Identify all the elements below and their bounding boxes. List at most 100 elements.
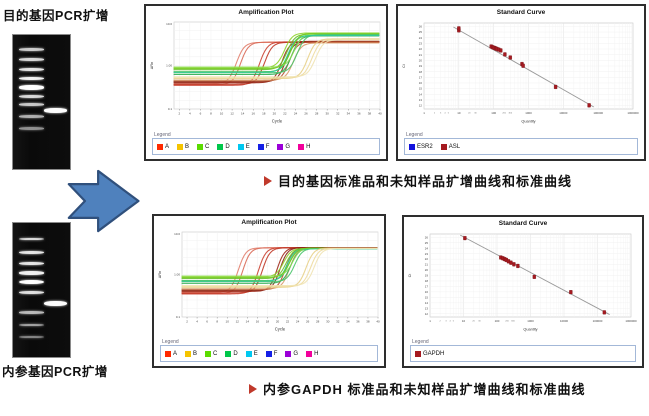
svg-text:10: 10 <box>457 111 461 115</box>
svg-text:28: 28 <box>315 112 319 116</box>
svg-text:1000: 1000 <box>525 111 532 115</box>
svg-text:300: 300 <box>508 113 512 115</box>
legend-area: Legend A B C D E F G H <box>160 339 378 362</box>
legend-title: Legend <box>154 132 171 138</box>
chart-title: Standard Curve <box>498 220 548 227</box>
chart-title: Standard Curve <box>496 9 546 16</box>
svg-text:32: 32 <box>336 112 340 116</box>
svg-text:24: 24 <box>419 36 423 40</box>
gel-band <box>18 48 44 51</box>
svg-text:15: 15 <box>425 295 429 299</box>
legend-title: Legend <box>412 339 429 345</box>
legend-label: F <box>265 143 270 150</box>
svg-text:16: 16 <box>252 112 256 116</box>
legend-title: Legend <box>162 339 179 345</box>
svg-text:24: 24 <box>294 112 298 116</box>
legend-item: F <box>265 350 277 357</box>
svg-text:1000: 1000 <box>527 319 534 323</box>
svg-text:19: 19 <box>425 274 429 278</box>
svg-text:20: 20 <box>273 112 277 116</box>
gel-band <box>18 335 44 339</box>
legend-color-chip <box>245 350 252 357</box>
svg-text:16: 16 <box>425 290 429 294</box>
svg-text:30: 30 <box>326 112 330 116</box>
svg-text:32: 32 <box>336 320 340 324</box>
gel-band <box>18 67 44 71</box>
legend-area: Legend GAPDH <box>410 339 636 362</box>
svg-text:10.0: 10.0 <box>166 22 172 26</box>
svg-text:20: 20 <box>419 58 423 62</box>
svg-text:0.1: 0.1 <box>176 315 181 319</box>
svg-text:12: 12 <box>425 312 429 316</box>
gel-band <box>18 279 44 285</box>
gel-band <box>18 77 44 81</box>
amplification-plot-target: 2 4 6 8 10 12 14 16 18 20 22 24 26 28 30 32 34 36 38 4010.0… <box>150 21 382 124</box>
svg-text:15: 15 <box>419 87 423 91</box>
svg-text:14: 14 <box>425 301 429 305</box>
svg-text:21: 21 <box>419 53 423 57</box>
svg-text:100: 100 <box>491 111 496 115</box>
gel-band <box>18 58 44 61</box>
legend: ESR2 ASL <box>404 138 638 155</box>
gel-label-target-gene: 目的基因PCR扩增 <box>3 9 109 23</box>
svg-text:1.00: 1.00 <box>166 64 172 68</box>
svg-text:16: 16 <box>256 320 260 324</box>
svg-text:10: 10 <box>226 320 230 324</box>
caption-text: 内参GAPDH 标准品和未知样品扩增曲线和标准曲线 <box>263 382 586 397</box>
svg-text:Ct: Ct <box>402 64 406 67</box>
caption-target-gene: 目的基因标准品和未知样品扩增曲线和标准曲线 <box>264 171 572 190</box>
gel-band <box>18 94 44 98</box>
svg-text:18: 18 <box>425 279 429 283</box>
svg-text:17: 17 <box>425 285 429 289</box>
svg-text:13: 13 <box>425 306 429 310</box>
svg-text:30: 30 <box>326 320 330 324</box>
svg-text:10000: 10000 <box>560 319 568 323</box>
svg-text:22: 22 <box>286 320 290 324</box>
svg-text:14: 14 <box>241 112 245 116</box>
panel-standard-curve-target: Standard Curve 26 25 24 23 22 21 20 19 18 17 16 15 1… <box>396 4 646 161</box>
gel-band <box>43 108 67 113</box>
svg-text:2: 2 <box>439 321 441 323</box>
svg-text:200: 200 <box>502 113 506 115</box>
svg-text:100: 100 <box>495 319 500 323</box>
svg-text:18: 18 <box>266 320 270 324</box>
legend-label: E <box>245 143 250 150</box>
legend-color-chip <box>265 350 272 357</box>
svg-text:36: 36 <box>356 320 360 324</box>
chart-title: Amplification Plot <box>238 9 294 16</box>
legend-item: E <box>237 143 250 150</box>
amplification-plot-gapdh: 2 4 6 8 10 12 14 16 18 20 22 24 26 28 30 32 34 36 38 4010.0… <box>158 231 380 332</box>
svg-text:21: 21 <box>425 263 429 267</box>
svg-text:6: 6 <box>206 320 208 324</box>
flow-arrow-icon <box>67 169 140 233</box>
legend-label: B <box>193 350 198 357</box>
svg-text:36: 36 <box>357 112 361 116</box>
svg-text:ΔRn: ΔRn <box>150 62 154 69</box>
panel-amplification-target: Amplification Plot 2 4 6 8 10 12 14 16 18 20 22 24 2… <box>144 4 388 161</box>
legend-color-chip <box>306 350 313 357</box>
legend-color-chip <box>165 350 171 357</box>
svg-text:40: 40 <box>378 112 382 116</box>
svg-text:20: 20 <box>468 113 471 115</box>
gel-band <box>18 291 44 295</box>
legend: A B C D E F G H <box>152 138 380 155</box>
legend-color-chip <box>440 143 447 150</box>
legend-color-chip <box>409 143 415 150</box>
svg-text:3: 3 <box>445 321 447 323</box>
svg-text:25: 25 <box>419 30 423 34</box>
gel-image-target-gene <box>12 34 71 170</box>
svg-text:200: 200 <box>505 321 509 323</box>
svg-text:38: 38 <box>366 320 370 324</box>
svg-text:5: 5 <box>448 113 450 115</box>
caption-bullet-icon <box>249 383 257 394</box>
svg-text:ΔRn: ΔRn <box>158 271 162 278</box>
legend-color-chip <box>285 350 292 357</box>
svg-text:13: 13 <box>419 98 423 102</box>
chart-title: Amplification Plot <box>241 219 297 226</box>
legend-color-chip <box>185 350 192 357</box>
svg-text:34: 34 <box>346 320 350 324</box>
svg-text:22: 22 <box>425 257 429 261</box>
